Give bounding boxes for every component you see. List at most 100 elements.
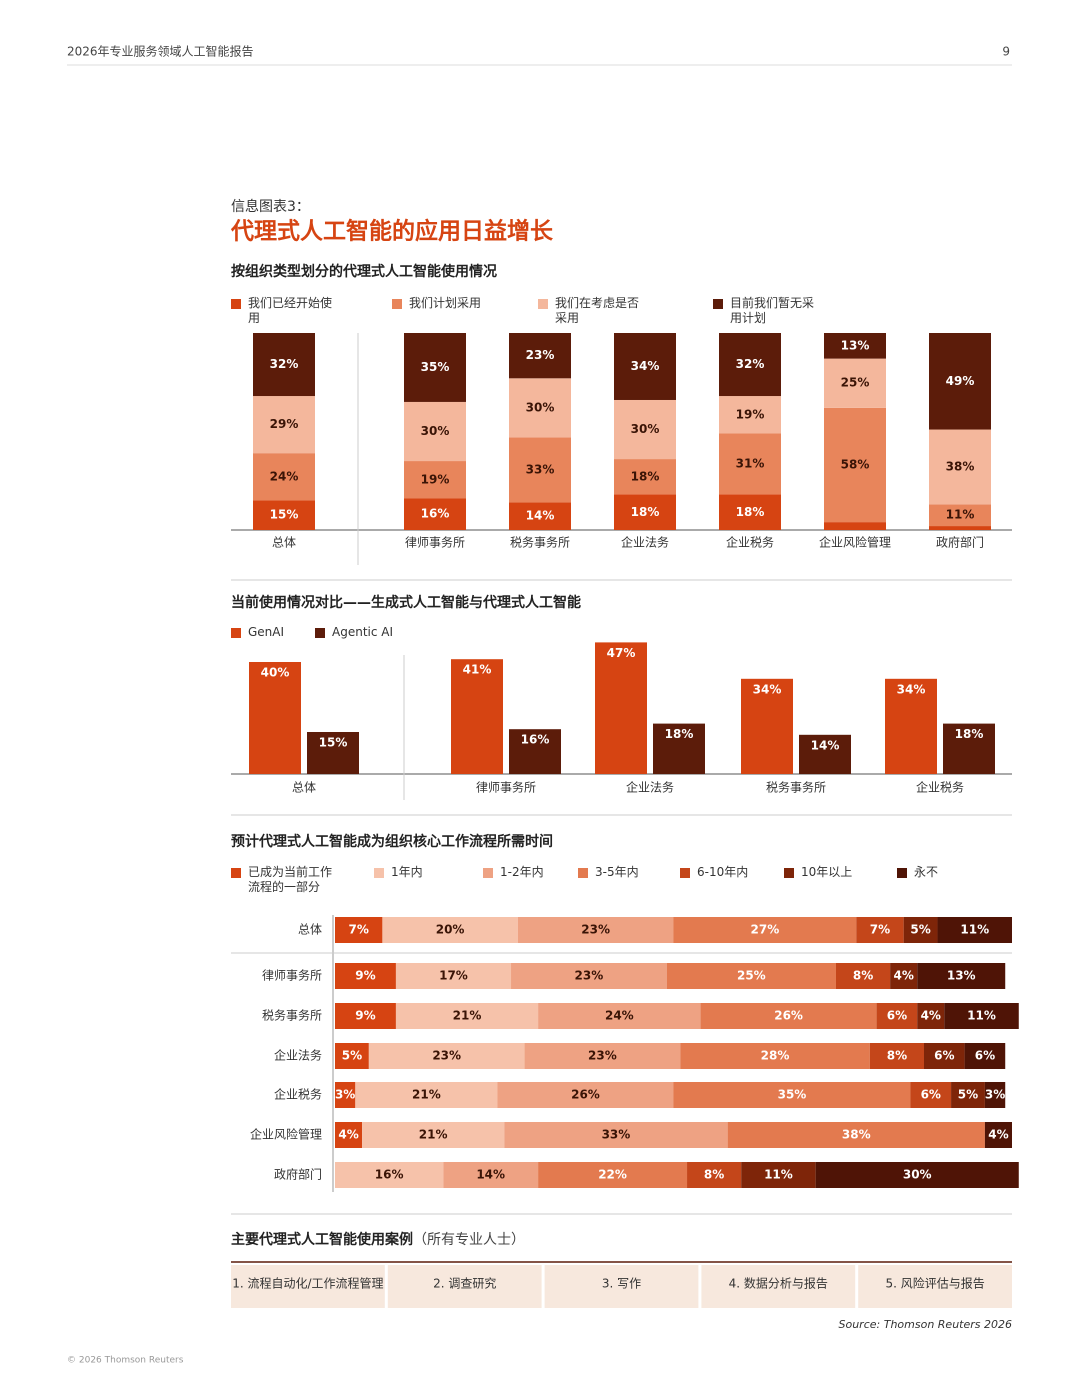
value-label: 16% (421, 507, 450, 521)
value-label: 6% (975, 1049, 995, 1063)
legend-swatch (483, 868, 493, 878)
value-label: 34% (631, 359, 660, 373)
x-tick-label: 总体 (292, 781, 316, 795)
value-label: 4% (893, 969, 913, 983)
legend-swatch (392, 299, 402, 309)
value-label: 4% (988, 1128, 1008, 1142)
value-label: 34% (753, 682, 782, 696)
bar (741, 678, 793, 774)
chart-title: 当前使用情况对比——生成式人工智能与代理式人工智能 (231, 594, 581, 611)
bar (799, 734, 851, 774)
bar-segment (538, 1003, 701, 1029)
bar (595, 642, 647, 774)
bar-segment (404, 401, 466, 462)
use-case-box (387, 1265, 542, 1308)
value-label: 14% (526, 509, 555, 523)
legend-swatch (538, 299, 548, 309)
bar-segment (719, 396, 781, 434)
value-label: 21% (412, 1088, 441, 1102)
bar-segment (910, 1082, 952, 1108)
x-tick-label: 企业风险管理 (819, 535, 891, 550)
bar-segment (719, 494, 781, 530)
value-label: 24% (270, 469, 299, 483)
legend-label: Agentic AI (332, 625, 394, 639)
value-label: 17% (439, 969, 468, 983)
value-label: 22% (598, 1168, 627, 1182)
value-label: 23% (432, 1049, 461, 1063)
bar-segment (404, 461, 466, 499)
value-label: 49% (946, 374, 975, 388)
value-label: 31% (736, 457, 765, 471)
bar-segment (335, 1043, 369, 1069)
bar-segment (253, 333, 315, 397)
bar-segment (917, 963, 1006, 989)
x-tick-label: 企业税务 (726, 535, 774, 550)
bar-segment (335, 1003, 396, 1029)
bar-segment (951, 1082, 985, 1108)
value-label: 4% (338, 1128, 358, 1142)
bar-segment (504, 1122, 728, 1148)
bar-segment (824, 522, 886, 530)
bar-segment (335, 963, 396, 989)
x-tick-label: 律师事务所 (476, 780, 536, 795)
x-tick-label: 企业法务 (621, 535, 669, 550)
legend-swatch (231, 628, 241, 638)
bar-segment (727, 1122, 985, 1148)
value-label: 30% (903, 1168, 932, 1182)
value-label: 3% (985, 1088, 1005, 1102)
legend-swatch (315, 628, 325, 638)
legend-swatch (897, 868, 907, 878)
value-label: 8% (704, 1168, 724, 1182)
use-case-item: 1. 流程自动化/工作流程管理 (232, 1276, 383, 1291)
source: Source: Thomson Reuters 2026 (839, 1318, 1013, 1331)
value-label: 34% (897, 682, 926, 696)
y-tick-label: 总体 (298, 923, 322, 937)
bar-segment (929, 526, 991, 530)
bar-segment (404, 498, 466, 530)
value-label: 41% (463, 663, 492, 677)
bar-segment (368, 1043, 525, 1069)
value-label: 35% (421, 360, 450, 374)
bar-segment (443, 1162, 539, 1188)
bar-segment (673, 1082, 911, 1108)
value-label: 23% (581, 923, 610, 937)
value-label: 13% (841, 338, 870, 352)
use-case-box (858, 1265, 1012, 1308)
bar-segment (984, 1122, 1012, 1148)
legend-label: GenAI (248, 625, 285, 639)
legend-swatch (680, 868, 690, 878)
y-tick-label: 企业风险管理 (250, 1127, 322, 1142)
bar (451, 659, 503, 774)
value-label: 8% (887, 1049, 907, 1063)
value-label: 19% (736, 407, 765, 421)
value-label: 21% (453, 1009, 482, 1023)
bar-segment (835, 963, 891, 989)
bar-segment (355, 1082, 498, 1108)
legend-label: 我们在考虑是否采用 (555, 296, 640, 325)
bar-segment (856, 917, 904, 943)
bar-segment (335, 1162, 444, 1188)
value-label: 3% (335, 1088, 355, 1102)
value-label: 35% (778, 1088, 807, 1102)
value-label: 25% (841, 376, 870, 390)
value-label: 6% (887, 1009, 907, 1023)
bar-segment (538, 1162, 688, 1188)
value-label: 24% (605, 1009, 634, 1023)
bar (885, 678, 937, 774)
value-label: 7% (870, 923, 890, 937)
bar (307, 732, 359, 774)
use-case-item: 4. 数据分析与报告 (729, 1276, 828, 1291)
bar-segment (680, 1043, 870, 1069)
legend-swatch (784, 868, 794, 878)
value-label: 14% (476, 1168, 505, 1182)
footer: © 2026 Thomson Reuters (67, 1356, 184, 1366)
bar-segment (929, 429, 991, 505)
value-label: 47% (607, 646, 636, 660)
bar-segment (719, 433, 781, 495)
y-tick-label: 企业税务 (274, 1087, 322, 1102)
bar-segment (395, 963, 512, 989)
bar-segment (253, 396, 315, 454)
use-cases-note: （所有专业人士） (413, 1232, 525, 1248)
